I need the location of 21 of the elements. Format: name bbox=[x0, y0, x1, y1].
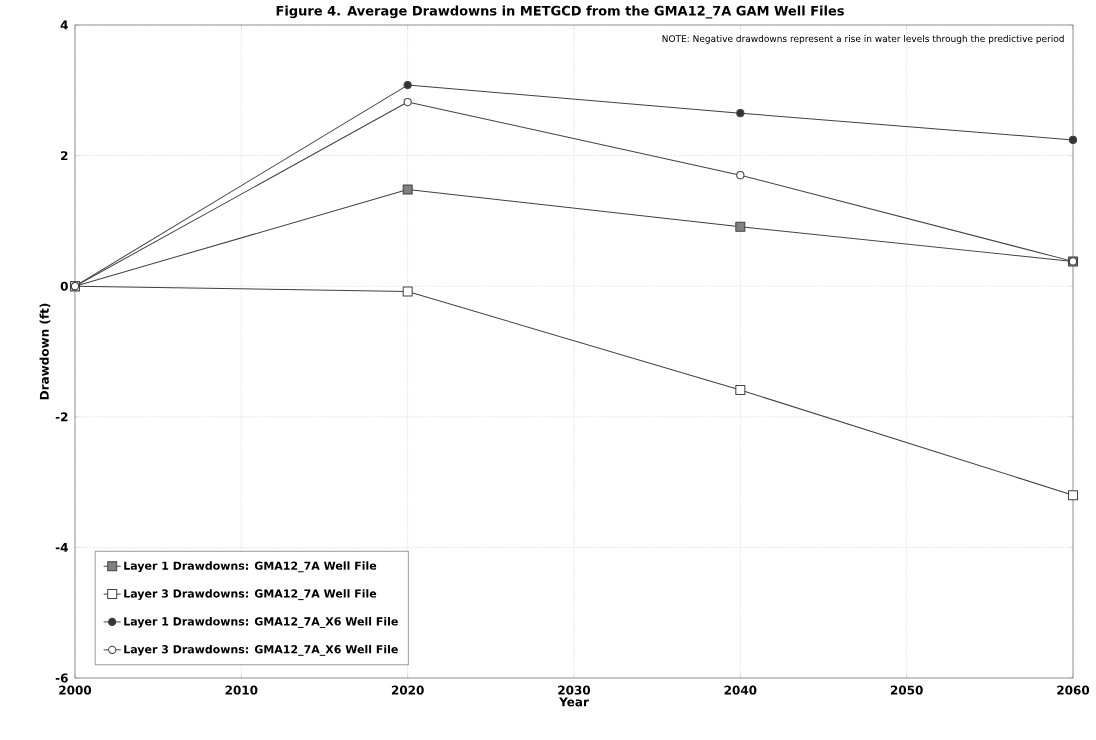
x-tick-label: 2030 bbox=[558, 685, 591, 695]
legend-label: Layer 1 Drawdowns: GMA12_7A_X6 Well File bbox=[124, 617, 398, 628]
chart-title: Figure 4. Average Drawdowns in METGCD from the GMA12_7A GAM Well Files bbox=[276, 5, 844, 19]
x-tick-label: 2050 bbox=[890, 685, 923, 695]
x-tick-label: 2000 bbox=[59, 685, 92, 695]
y-tick-label: 0 bbox=[60, 281, 68, 291]
annotation: NOTE: Negative drawdowns represent a rise in water levels through the predictive period bbox=[662, 35, 1064, 44]
x-tick-label: 2060 bbox=[1057, 685, 1090, 695]
y-axis-title: Drawdown (ft) bbox=[39, 303, 51, 400]
x-axis-title: Year bbox=[559, 697, 589, 707]
legend-label: Layer 3 Drawdowns: GMA12_7A_X6 Well File bbox=[124, 644, 398, 656]
legend-label: Layer 1 Drawdowns: GMA12_7A Well File bbox=[124, 561, 377, 573]
x-tick-label: 2040 bbox=[724, 685, 757, 695]
y-tick-label: -2 bbox=[55, 412, 68, 422]
y-tick-label: 2 bbox=[61, 151, 68, 161]
y-tick-label: -4 bbox=[55, 543, 68, 552]
y-tick-label: 4 bbox=[60, 20, 68, 30]
legend-label: Layer 3 Drawdowns: GMA12_7A Well File bbox=[124, 589, 377, 601]
x-tick-label: 2010 bbox=[225, 685, 258, 695]
y-tick-label: -6 bbox=[55, 673, 68, 683]
x-tick-label: 2020 bbox=[391, 685, 424, 695]
